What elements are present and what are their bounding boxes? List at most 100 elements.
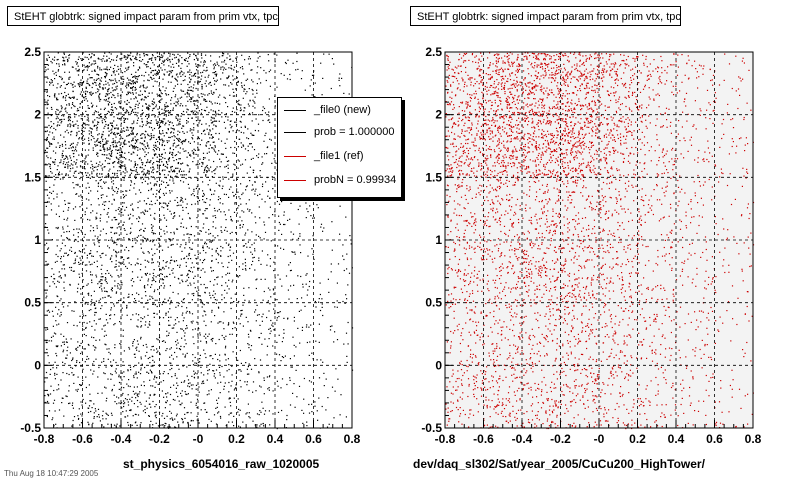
data-point xyxy=(130,83,133,85)
data-point xyxy=(156,160,158,162)
data-point xyxy=(112,79,114,81)
data-point xyxy=(209,100,211,102)
data-point xyxy=(117,287,119,289)
data-point xyxy=(189,282,191,284)
data-point xyxy=(184,93,186,95)
data-point xyxy=(258,314,260,316)
data-point xyxy=(263,140,265,142)
data-point xyxy=(113,166,115,168)
data-point xyxy=(145,97,147,99)
data-point xyxy=(241,54,243,56)
data-point xyxy=(90,410,92,413)
data-point xyxy=(176,124,178,126)
data-point xyxy=(71,359,73,362)
data-point xyxy=(114,190,116,193)
data-point xyxy=(121,208,123,210)
data-point xyxy=(130,59,132,61)
data-point xyxy=(162,130,164,132)
data-point xyxy=(151,171,153,173)
data-point xyxy=(178,302,180,305)
data-point xyxy=(187,165,189,167)
data-point xyxy=(74,116,76,118)
data-point xyxy=(167,120,169,122)
data-point xyxy=(215,343,217,345)
data-point xyxy=(114,285,116,287)
data-point xyxy=(149,273,151,275)
data-point xyxy=(169,152,171,154)
data-point xyxy=(107,162,109,165)
data-point xyxy=(179,73,181,75)
data-point xyxy=(161,161,163,163)
data-point xyxy=(86,91,89,93)
data-point xyxy=(209,294,211,296)
data-point xyxy=(167,57,169,59)
data-point xyxy=(156,305,158,308)
data-point xyxy=(87,154,89,156)
data-point xyxy=(51,80,53,82)
data-point xyxy=(79,257,81,259)
data-point xyxy=(120,372,122,374)
data-point xyxy=(181,63,183,65)
data-point xyxy=(179,131,181,133)
data-point xyxy=(138,94,140,96)
data-point xyxy=(172,63,174,65)
data-point xyxy=(202,213,205,215)
data-point xyxy=(114,401,116,403)
data-point xyxy=(138,220,140,223)
data-point xyxy=(191,137,193,139)
data-point xyxy=(47,95,49,97)
data-point xyxy=(109,145,112,147)
data-point xyxy=(62,97,64,99)
data-point xyxy=(245,79,247,81)
data-point xyxy=(105,143,107,145)
data-point xyxy=(58,113,60,115)
data-point xyxy=(145,147,147,150)
data-point xyxy=(96,129,98,131)
data-point xyxy=(206,66,208,69)
data-point xyxy=(177,277,179,280)
data-point xyxy=(134,237,136,239)
data-point xyxy=(205,175,207,177)
data-point xyxy=(101,305,103,307)
data-point xyxy=(116,172,118,175)
data-point xyxy=(111,106,113,108)
data-point xyxy=(153,291,155,293)
data-point xyxy=(82,379,84,382)
data-point xyxy=(143,316,146,318)
data-point xyxy=(120,344,122,346)
data-point xyxy=(181,90,183,92)
data-point xyxy=(264,278,266,280)
data-point xyxy=(212,141,214,143)
data-point xyxy=(78,130,80,132)
data-point xyxy=(59,111,61,113)
data-point xyxy=(254,193,256,195)
data-point xyxy=(232,152,234,154)
data-point xyxy=(205,324,207,327)
data-point xyxy=(140,212,142,214)
data-point xyxy=(130,172,133,174)
data-point xyxy=(121,262,123,264)
data-point xyxy=(218,56,221,58)
data-point xyxy=(193,151,195,153)
data-point xyxy=(89,92,91,94)
data-point xyxy=(119,288,121,290)
data-point xyxy=(49,285,51,287)
data-point xyxy=(101,392,103,394)
data-point xyxy=(200,269,202,271)
data-point xyxy=(169,55,171,57)
data-point xyxy=(139,54,141,56)
data-point xyxy=(208,141,210,143)
data-point xyxy=(139,373,142,375)
data-point xyxy=(333,63,335,65)
data-point xyxy=(189,270,191,273)
data-point xyxy=(60,298,62,300)
data-point xyxy=(259,55,261,58)
data-point xyxy=(111,149,113,152)
data-point xyxy=(117,223,120,225)
data-point xyxy=(150,189,152,191)
data-point xyxy=(135,373,137,375)
data-point xyxy=(296,60,298,63)
data-point xyxy=(166,58,168,60)
data-point xyxy=(119,376,121,378)
data-point xyxy=(305,326,308,328)
